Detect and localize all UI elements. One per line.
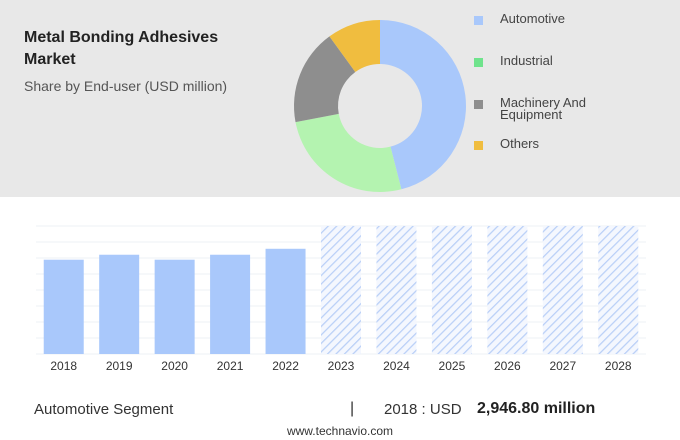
legend-label: Industrial	[500, 53, 553, 68]
forecast-bar	[542, 226, 583, 354]
forecast-bar	[321, 226, 361, 354]
highlight-segment: Automotive Segment	[34, 401, 174, 418]
footer: www.technavio.com	[286, 424, 394, 438]
separator: |	[350, 400, 355, 417]
chart-title: Metal Bonding Adhesives Market	[24, 29, 219, 68]
x-tick-label: 2022	[272, 359, 299, 373]
legend-label: Machinery And Equipment	[500, 95, 586, 122]
donut-slice	[380, 20, 466, 190]
bar	[154, 259, 195, 354]
x-tick-label: 2020	[161, 359, 188, 373]
x-tick-label: 2028	[605, 359, 632, 373]
x-tick-label: 2027	[549, 359, 576, 373]
legend-item: Automotive	[474, 11, 620, 26]
legend-item: Industrial	[474, 53, 620, 68]
x-tick-label: 2019	[106, 359, 133, 373]
legend-swatch	[474, 16, 483, 25]
donut-slice	[294, 36, 356, 123]
legend-label: Others	[500, 136, 540, 151]
forecast-bar	[431, 226, 472, 354]
highlight-year: 2018 : USD	[384, 401, 462, 418]
x-tick-label: 2021	[217, 359, 244, 373]
bar	[99, 254, 140, 354]
bar	[210, 254, 251, 354]
forecast-bar	[376, 226, 417, 354]
x-tick-label: 2025	[439, 359, 466, 373]
legend-swatch	[474, 100, 483, 109]
chart-subtitle: Share by End-user (USD million)	[24, 78, 228, 94]
x-tick-label: 2026	[494, 359, 521, 373]
legend-swatch	[474, 58, 483, 67]
legend-item: Machinery And Equipment	[474, 95, 620, 122]
x-tick-label: 2018	[50, 359, 77, 373]
bar	[265, 248, 306, 354]
legend-label: Automotive	[500, 11, 566, 26]
highlight-value: 2,946.80 million	[477, 400, 596, 417]
x-tick-label: 2024	[383, 359, 410, 373]
legend-item: Others	[474, 136, 620, 151]
legend-swatch	[474, 141, 483, 150]
x-tick-label: 2023	[328, 359, 355, 373]
forecast-bar	[598, 226, 639, 354]
donut-slice	[295, 113, 402, 193]
forecast-bar	[487, 226, 528, 354]
donut-chart	[294, 20, 466, 193]
donut-slice	[329, 20, 380, 73]
bar	[43, 259, 84, 354]
bar-chart: 2018 2019 2020 2021 2022 2023 2024 2025 2026 2027…	[36, 225, 646, 373]
